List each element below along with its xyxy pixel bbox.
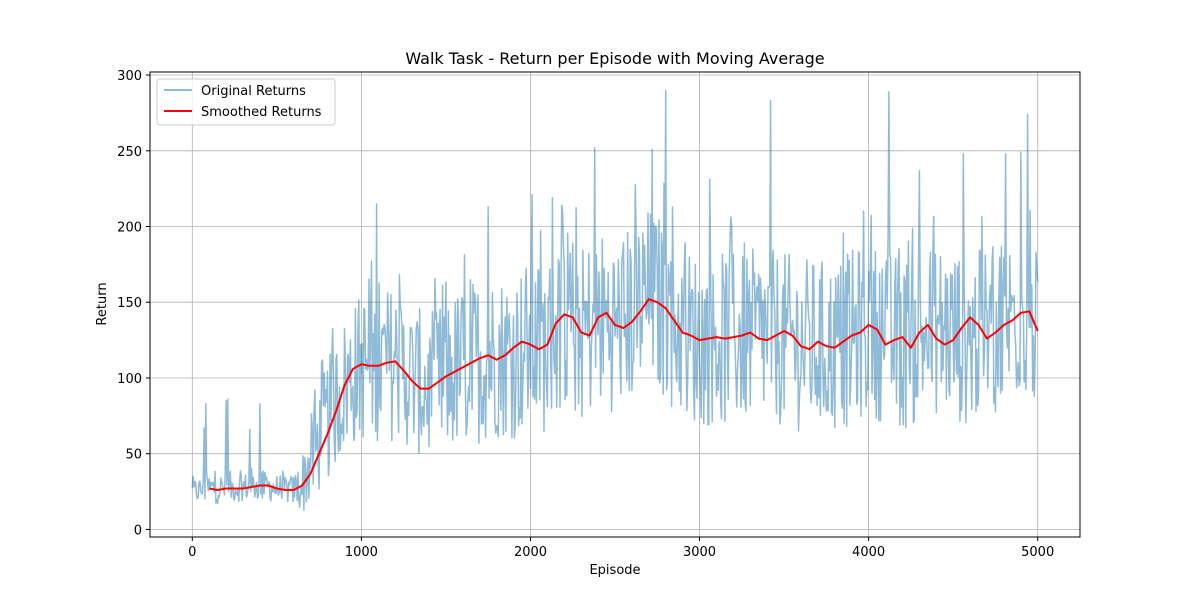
legend: Original Returns Smoothed Returns (156, 78, 336, 126)
x-tick-label: 5000 (1021, 545, 1054, 560)
y-tick-label: 150 (117, 296, 142, 311)
x-tick-label: 4000 (852, 545, 885, 560)
y-tick-label: 200 (117, 221, 142, 236)
x-tick-label: 2000 (514, 545, 547, 560)
legend-label-smoothed-returns: Smoothed Returns (201, 105, 322, 120)
y-tick-label: 50 (125, 448, 142, 463)
x-axis-label: Episode (589, 563, 640, 578)
legend-label-original-returns: Original Returns (201, 84, 306, 99)
x-tick-label: 1000 (345, 545, 378, 560)
y-tick-label: 100 (117, 372, 142, 387)
axis-ticks: 0 1000 2000 3000 4000 5000 0 50 100 150 200 250 300 (117, 69, 1054, 560)
y-tick-label: 250 (117, 145, 142, 160)
legend-box (156, 78, 336, 126)
axes-frame (149, 71, 1081, 538)
y-axis-label: Return (95, 282, 110, 325)
y-tick-label: 0 (134, 523, 142, 538)
series-original-returns-line (191, 89, 1039, 511)
x-tick-label: 0 (188, 545, 196, 560)
series-smoothed-returns-line (209, 298, 1039, 491)
y-tick-label: 300 (117, 69, 142, 84)
plot-area (191, 89, 1039, 511)
x-tick-label: 3000 (683, 545, 716, 560)
chart-title: Walk Task - Return per Episode with Movi… (405, 49, 824, 68)
